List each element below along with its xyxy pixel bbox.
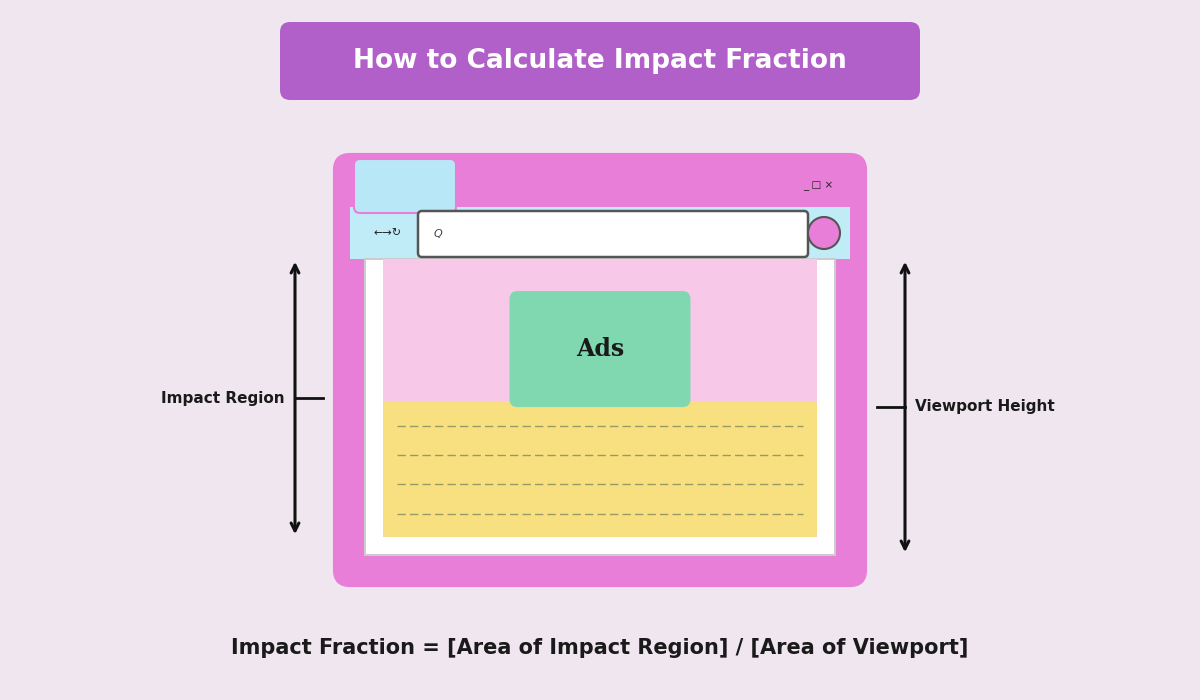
Text: ←→↻: ←→↻ bbox=[374, 228, 402, 238]
FancyBboxPatch shape bbox=[280, 22, 920, 100]
Text: Viewport Height: Viewport Height bbox=[916, 400, 1055, 414]
Circle shape bbox=[808, 217, 840, 249]
FancyBboxPatch shape bbox=[418, 211, 808, 257]
Text: Ads: Ads bbox=[576, 337, 624, 361]
FancyBboxPatch shape bbox=[365, 259, 835, 555]
Text: Impact Region: Impact Region bbox=[161, 391, 286, 405]
Text: _ □ ×: _ □ × bbox=[803, 181, 833, 191]
FancyBboxPatch shape bbox=[350, 207, 850, 259]
FancyBboxPatch shape bbox=[383, 401, 817, 537]
Text: Impact Fraction = [Area of Impact Region] / [Area of Viewport]: Impact Fraction = [Area of Impact Region… bbox=[232, 638, 968, 658]
Text: How to Calculate Impact Fraction: How to Calculate Impact Fraction bbox=[353, 48, 847, 74]
FancyBboxPatch shape bbox=[383, 259, 817, 537]
FancyBboxPatch shape bbox=[510, 291, 690, 407]
Text: Q: Q bbox=[433, 229, 443, 239]
FancyBboxPatch shape bbox=[354, 159, 456, 213]
FancyBboxPatch shape bbox=[335, 155, 865, 585]
